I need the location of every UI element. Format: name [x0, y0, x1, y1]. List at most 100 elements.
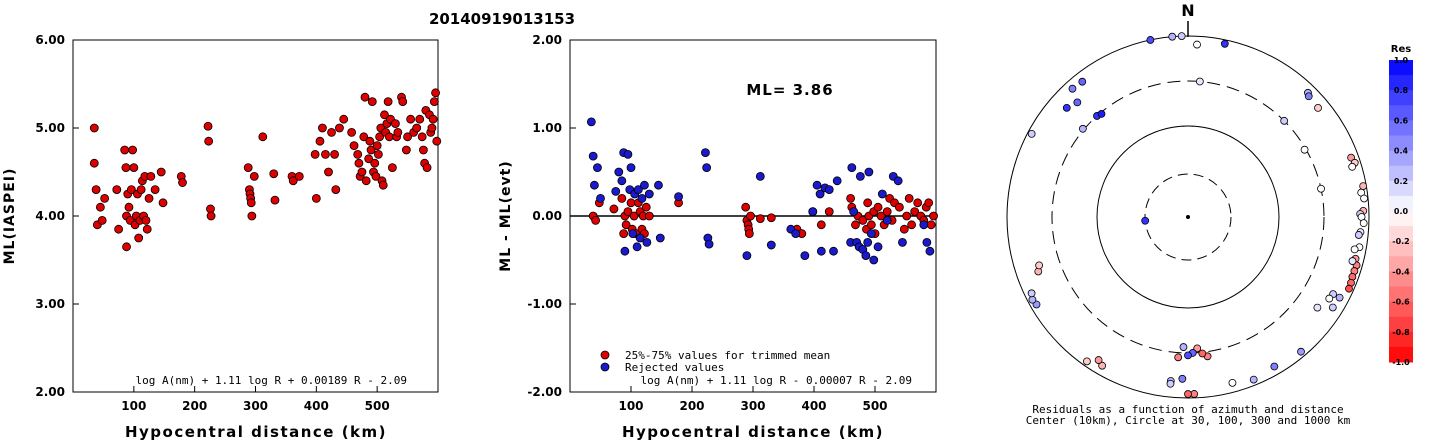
- station-point: [1146, 36, 1155, 44]
- station-point: [1359, 219, 1368, 228]
- rejected-point: [623, 149, 633, 159]
- x-tick-label: 100: [618, 399, 643, 413]
- rejected-point: [882, 215, 892, 225]
- data-point: [158, 198, 168, 208]
- data-point: [327, 127, 336, 137]
- x-tick-label: 500: [365, 399, 390, 413]
- colorbar-cell: [1389, 256, 1413, 272]
- colorbar-tick-label: -0.6: [1392, 298, 1410, 307]
- accepted-point: [863, 198, 873, 208]
- station-point: [1028, 295, 1037, 304]
- data-point: [415, 114, 425, 124]
- data-point: [418, 145, 428, 155]
- station-point: [1359, 182, 1368, 191]
- figure-title: 20140919013153: [429, 10, 575, 28]
- station-point: [1348, 257, 1357, 265]
- legend: 25%-75% values for trimmed mean Rejected…: [600, 349, 830, 374]
- rejected-point: [617, 176, 627, 186]
- rejected-point: [590, 180, 599, 190]
- data-point: [247, 211, 257, 221]
- data-point: [124, 202, 134, 212]
- data-point: [136, 185, 146, 195]
- station-point: [1174, 353, 1183, 362]
- data-point: [294, 171, 304, 181]
- colorbar-cell: [1389, 331, 1413, 348]
- legend-marker-rejected: [600, 362, 610, 372]
- accepted-point: [904, 193, 914, 203]
- ring-300km: [1051, 80, 1325, 354]
- station-point: [1350, 245, 1359, 254]
- data-point: [258, 132, 268, 142]
- rejected-point: [655, 233, 665, 243]
- rejected-point: [925, 246, 935, 256]
- y-tick-label: 3.00: [35, 297, 65, 311]
- rejected-point: [642, 237, 652, 247]
- data-point: [429, 97, 439, 106]
- accepted-point: [621, 220, 631, 230]
- station-point: [1270, 362, 1279, 371]
- legend-label-accepted: 25%-75% values for trimmed mean: [625, 349, 830, 362]
- rejected-point: [654, 180, 663, 190]
- rejected-point: [829, 246, 838, 256]
- station-points: [1027, 32, 1368, 398]
- accepted-point: [816, 220, 826, 230]
- colorbar-cell: [1389, 120, 1413, 136]
- data-point: [249, 171, 259, 181]
- data-point: [95, 202, 105, 212]
- station-point: [1297, 347, 1305, 356]
- data-point: [360, 92, 370, 102]
- formula-label: log A(nm) + 1.11 log R + 0.00189 R - 2.0…: [135, 374, 407, 387]
- y-tick-label: -1.00: [527, 297, 562, 311]
- accepted-point: [866, 220, 876, 230]
- station-point: [1280, 116, 1289, 125]
- data-point: [349, 141, 359, 151]
- station-point: [1078, 77, 1087, 86]
- data-point: [126, 185, 136, 195]
- data-point: [270, 195, 280, 205]
- accepted-point: [623, 207, 633, 217]
- x-axis-label: Hypocentral distance (km): [622, 423, 884, 441]
- colorbar-cell: [1389, 165, 1413, 182]
- station-point: [1094, 356, 1103, 364]
- data-point: [112, 185, 122, 195]
- station-point: [1177, 32, 1186, 41]
- colorbar-cell: [1389, 135, 1413, 152]
- data-point: [367, 97, 377, 106]
- rejected-point: [824, 185, 834, 195]
- rejected-point: [832, 176, 842, 186]
- colorbar-cell: [1389, 226, 1413, 242]
- station-point: [1083, 357, 1091, 366]
- accepted-point: [907, 220, 916, 230]
- accepted-point: [858, 215, 868, 225]
- y-tick-label: 0.00: [532, 209, 562, 223]
- station-point: [1195, 77, 1204, 86]
- accepted-point: [626, 198, 636, 208]
- station-point: [1193, 40, 1201, 49]
- data-point: [321, 149, 330, 159]
- rejected-point: [877, 189, 887, 199]
- colorbar-cell: [1389, 241, 1413, 257]
- rejected-point: [620, 246, 630, 256]
- rejected-point: [800, 251, 810, 261]
- data-point: [427, 123, 437, 133]
- data-point: [134, 233, 144, 243]
- station-point: [1078, 124, 1087, 133]
- panel-ml-vs-distance: 100 200 300 400 500 2.00 3.00 4.00 5.00 6.00 log …: [2, 33, 442, 441]
- rejected-point: [816, 246, 826, 256]
- station-point: [1335, 293, 1344, 302]
- data-point: [387, 163, 397, 173]
- colorbar-cell: [1389, 195, 1413, 212]
- rejected-point: [626, 163, 636, 173]
- data-point: [178, 178, 187, 187]
- accepted-point: [755, 214, 765, 224]
- accepted-point: [619, 229, 629, 239]
- accepted-point: [591, 215, 601, 225]
- accepted-point: [741, 202, 751, 212]
- colorbar-cell: [1389, 286, 1413, 303]
- data-point: [398, 97, 408, 106]
- station-point: [1249, 375, 1258, 384]
- rejected-point: [866, 229, 876, 239]
- colorbar-tick-label: 0.2: [1394, 177, 1408, 186]
- data-point: [383, 97, 393, 106]
- data-point: [431, 88, 440, 98]
